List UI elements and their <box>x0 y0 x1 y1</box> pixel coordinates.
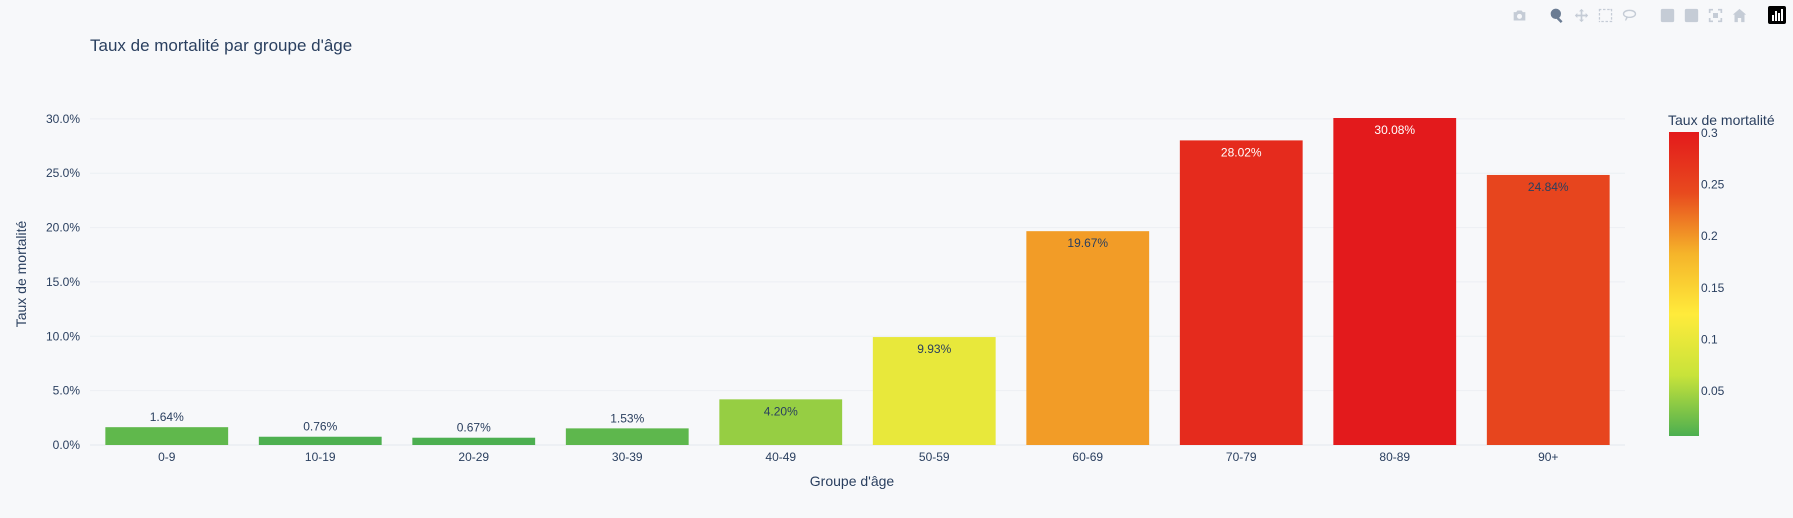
y-tick-label: 10.0% <box>46 329 80 343</box>
x-tick-label: 10-19 <box>305 450 336 464</box>
y-tick-label: 20.0% <box>46 221 80 235</box>
y-tick-label: 15.0% <box>46 275 80 289</box>
x-tick-label: 20-29 <box>458 450 489 464</box>
camera-icon[interactable] <box>1507 4 1531 26</box>
colorbar: Taux de mortalité 0.05 0.1 0.15 0.2 0.25 0.3 <box>1668 112 1775 436</box>
y-tick-label: 25.0% <box>46 166 80 180</box>
y-tick-label: 0.0% <box>53 438 81 452</box>
data-label: 19.67% <box>1067 236 1108 250</box>
x-tick-label: 40-49 <box>765 450 796 464</box>
data-label: 1.53% <box>610 411 644 425</box>
bar-10-19[interactable] <box>258 436 382 445</box>
bar-90+[interactable] <box>1486 174 1610 445</box>
bar-80-89[interactable] <box>1333 118 1457 445</box>
chart-title: Taux de mortalité par groupe d'âge <box>90 36 352 55</box>
bar-30-39[interactable] <box>565 428 689 445</box>
pan-icon[interactable] <box>1569 4 1593 26</box>
data-label: 1.64% <box>150 410 184 424</box>
data-label: 9.93% <box>917 342 951 356</box>
x-tick-label: 90+ <box>1538 450 1558 464</box>
zoom-out-icon[interactable] <box>1679 4 1703 26</box>
modebar-group <box>1765 4 1789 26</box>
colorbar-tick-label: 0.05 <box>1701 384 1725 398</box>
y-tick-label: 5.0% <box>53 384 81 398</box>
data-labels: 1.64% 0.76% 0.67% 1.53% 4.20% 9.93% 19.67% 28.0… <box>150 123 1569 435</box>
data-label: 4.20% <box>764 404 798 418</box>
colorbar-tick-labels: 0.05 0.1 0.15 0.2 0.25 0.3 <box>1701 126 1725 398</box>
x-tick-label: 30-39 <box>612 450 643 464</box>
colorbar-gradient <box>1669 132 1699 436</box>
colorbar-tick-label: 0.1 <box>1701 333 1718 347</box>
modebar-group <box>1655 4 1751 26</box>
colorbar-tick-label: 0.2 <box>1701 229 1718 243</box>
colorbar-title: Taux de mortalité <box>1668 112 1775 128</box>
bar-50-59[interactable] <box>872 337 996 445</box>
y-tick-labels: 0.0% 5.0% 10.0% 15.0% 20.0% 25.0% 30.0% <box>46 112 80 452</box>
reset-axes-icon[interactable] <box>1727 4 1751 26</box>
x-axis-title: Groupe d'âge <box>810 473 895 489</box>
x-tick-label: 80-89 <box>1379 450 1410 464</box>
bars <box>105 118 1610 445</box>
x-tick-labels: 0-9 10-19 20-29 30-39 40-49 50-59 60-69 70-79 80… <box>158 450 1558 464</box>
colorbar-tick-label: 0.3 <box>1701 126 1718 140</box>
bar-70-79[interactable] <box>1179 140 1303 445</box>
x-tick-label: 60-69 <box>1072 450 1103 464</box>
plotly-logo-icon[interactable] <box>1765 4 1789 26</box>
lasso-select-icon[interactable] <box>1617 4 1641 26</box>
modebar-group <box>1507 4 1531 26</box>
data-label: 28.02% <box>1221 145 1262 159</box>
x-tick-label: 50-59 <box>919 450 950 464</box>
data-label: 24.84% <box>1528 180 1569 194</box>
x-tick-label: 70-79 <box>1226 450 1257 464</box>
y-tick-label: 30.0% <box>46 112 80 126</box>
colorbar-tick-label: 0.15 <box>1701 281 1725 295</box>
zoom-icon[interactable] <box>1545 4 1569 26</box>
data-label: 0.67% <box>457 421 491 435</box>
autoscale-icon[interactable] <box>1703 4 1727 26</box>
y-axis-title: Taux de mortalité <box>13 220 29 327</box>
colorbar-tick-label: 0.25 <box>1701 178 1725 192</box>
x-tick-label: 0-9 <box>158 450 176 464</box>
bar-40-49[interactable] <box>719 399 843 445</box>
bar-0-9[interactable] <box>105 427 229 445</box>
modebar <box>1493 4 1789 26</box>
bar-60-69[interactable] <box>1026 231 1150 445</box>
data-label: 0.76% <box>303 420 337 434</box>
bar-20-29[interactable] <box>412 437 536 445</box>
zoom-in-icon[interactable] <box>1655 4 1679 26</box>
data-label: 30.08% <box>1374 123 1415 137</box>
modebar-group <box>1545 4 1641 26</box>
